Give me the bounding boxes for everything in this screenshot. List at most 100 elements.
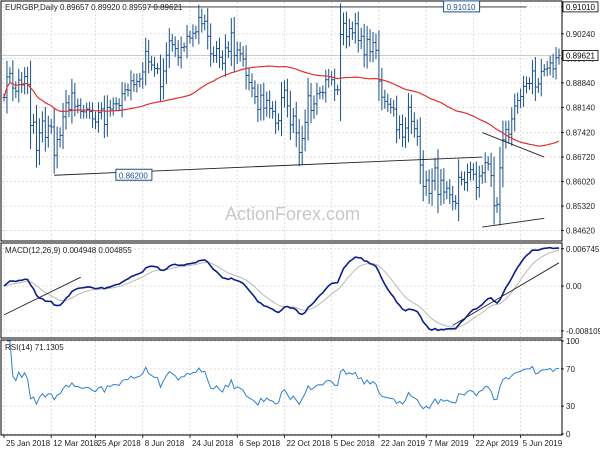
ohlc-bar xyxy=(525,76,529,94)
ohlc-bar xyxy=(43,106,47,152)
ohlc-bar xyxy=(197,4,201,45)
ohlc-bar xyxy=(448,179,452,205)
x-tick-label: 12 Mar 2018 xyxy=(53,439,98,448)
moving-average-line xyxy=(3,65,560,147)
ohlc-bar xyxy=(536,78,540,93)
ohlc-bar xyxy=(176,40,180,66)
x-tick-label: 22 Jan 2019 xyxy=(381,439,426,448)
macd-line xyxy=(3,246,560,332)
ohlc-bar xyxy=(117,98,121,112)
ohlc-bar xyxy=(383,89,387,109)
ohlc-bar xyxy=(282,80,286,108)
ohlc-bar xyxy=(368,29,372,63)
current-price-label: 0.89621 xyxy=(566,52,595,61)
macd-trendline xyxy=(3,276,81,316)
ohlc-bar xyxy=(229,18,233,67)
ohlc-bar xyxy=(274,100,278,135)
ohlc-bar xyxy=(377,30,381,102)
ohlc-bar xyxy=(542,64,546,77)
ohlc-bar xyxy=(359,27,363,50)
ohlc-bar xyxy=(300,125,304,166)
ohlc-bar xyxy=(554,47,558,80)
ohlc-bar xyxy=(223,34,227,77)
ohlc-bar xyxy=(23,67,27,95)
ohlc-bar xyxy=(206,8,210,50)
ohlc-bar xyxy=(297,119,301,167)
macd-trendline xyxy=(452,262,560,326)
ohlc-bar xyxy=(96,102,100,133)
ohlc-bar xyxy=(507,120,511,144)
ohlc-bar xyxy=(315,82,319,115)
ohlc-bar xyxy=(232,16,236,72)
rsi-layer xyxy=(6,340,560,410)
ohlc-bar xyxy=(519,88,523,109)
ohlc-bar xyxy=(306,77,310,141)
ohlc-bar xyxy=(147,39,151,74)
ohlc-bar xyxy=(105,95,109,137)
ohlc-bar xyxy=(194,25,198,40)
ohlc-bar xyxy=(433,158,437,191)
moving-average-layer xyxy=(3,65,560,147)
ohlc-bar xyxy=(8,67,12,84)
ohlc-bar xyxy=(238,42,242,62)
ohlc-bar xyxy=(463,171,467,191)
level-annotation-box xyxy=(443,0,481,13)
rsi-panel-frame xyxy=(0,339,563,436)
ohlc-bar xyxy=(17,68,21,103)
ohlc-bar xyxy=(170,33,174,52)
macd-panel-frame xyxy=(0,242,563,339)
ohlc-bar xyxy=(235,41,239,65)
ohlc-bar xyxy=(108,99,112,117)
ohlc-bar xyxy=(179,36,183,69)
ohlc-bar xyxy=(362,23,366,68)
level-annotation: 0.86200 xyxy=(115,168,153,181)
ohlc-bar xyxy=(321,85,325,100)
ohlc-bar xyxy=(144,37,148,86)
ohlc-bar xyxy=(409,94,413,135)
ohlc-bar xyxy=(164,42,168,84)
macd-signal-line xyxy=(3,250,560,328)
ohlc-bar xyxy=(374,33,378,60)
ohlc-bar xyxy=(365,25,369,69)
ohlc-bar xyxy=(386,93,390,112)
ohlc-bar xyxy=(55,126,59,169)
ohlc-bar xyxy=(389,97,393,114)
ohlc-bar xyxy=(185,24,189,59)
ohlc-bar xyxy=(265,91,269,117)
ohlc-bar xyxy=(421,150,425,202)
ohlc-bar xyxy=(250,73,254,98)
macd-tick-label: 0.00 xyxy=(566,282,582,291)
rsi-tick-label: 0 xyxy=(566,430,571,439)
ohlc-bar xyxy=(309,83,313,124)
ohlc-bar xyxy=(79,98,83,119)
ohlc-bar xyxy=(126,83,130,97)
ohlc-bar xyxy=(457,159,461,222)
x-tick-label: 25 Jan 2018 xyxy=(6,439,51,448)
ohlc-bar xyxy=(430,168,434,206)
ohlc-bar xyxy=(498,146,502,226)
ohlc-bar xyxy=(341,12,345,46)
price-tick-label: 0.84620 xyxy=(566,227,595,236)
watermark: ActionForex.com xyxy=(225,204,360,224)
ohlc-bar xyxy=(111,97,115,116)
rsi-tick-label: 30 xyxy=(566,402,575,411)
wedge-lower-trendline xyxy=(482,217,545,228)
ohlc-bar xyxy=(52,108,56,174)
ohlc-bar xyxy=(468,161,472,181)
level-annotation-box xyxy=(115,168,153,181)
ohlc-bar xyxy=(73,82,77,117)
ohlc-bar xyxy=(510,107,514,146)
price-tick-highlight: 0.91010 xyxy=(562,1,599,13)
ohlc-bar xyxy=(58,127,62,148)
ohlc-bar xyxy=(138,73,142,88)
ohlc-bar xyxy=(34,104,38,168)
ohlc-bar xyxy=(483,152,487,183)
price-tick-label: 0.88840 xyxy=(566,79,595,88)
ohlc-bar xyxy=(14,81,18,99)
ohlc-bar xyxy=(344,11,348,49)
ohlc-bar xyxy=(40,111,44,143)
ohlc-bar xyxy=(442,168,446,204)
ohlc-bar xyxy=(153,56,157,77)
ohlc-bar xyxy=(516,92,520,114)
ohlc-bar xyxy=(401,114,405,148)
